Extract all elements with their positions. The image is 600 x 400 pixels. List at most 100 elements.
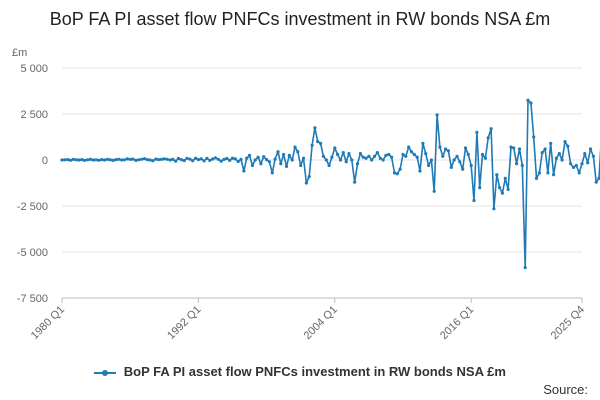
data-point[interactable]	[330, 155, 334, 159]
data-point[interactable]	[310, 143, 314, 147]
data-point[interactable]	[168, 158, 172, 162]
data-point[interactable]	[230, 156, 235, 160]
data-point[interactable]	[219, 159, 223, 163]
data-point[interactable]	[176, 156, 181, 161]
data-point[interactable]	[304, 181, 308, 185]
data-point[interactable]	[392, 171, 397, 175]
data-point[interactable]	[432, 189, 436, 193]
data-point[interactable]	[282, 152, 286, 157]
data-point[interactable]	[108, 158, 112, 162]
data-point[interactable]	[483, 156, 487, 160]
data-point[interactable]	[552, 173, 556, 177]
data-point[interactable]	[191, 159, 195, 163]
data-point[interactable]	[373, 154, 377, 158]
data-point[interactable]	[597, 176, 600, 180]
data-point[interactable]	[515, 162, 519, 166]
data-point[interactable]	[313, 126, 317, 130]
data-point[interactable]	[549, 141, 553, 145]
data-point[interactable]	[273, 157, 277, 161]
data-point[interactable]	[165, 157, 169, 161]
data-point[interactable]	[83, 158, 87, 162]
data-point[interactable]	[517, 147, 522, 151]
data-point[interactable]	[398, 167, 402, 171]
data-point[interactable]	[236, 159, 240, 164]
data-point[interactable]	[466, 152, 470, 157]
data-point[interactable]	[563, 140, 567, 144]
data-point[interactable]	[534, 176, 539, 180]
data-point[interactable]	[418, 169, 422, 173]
data-point[interactable]	[259, 162, 263, 166]
data-point[interactable]	[409, 150, 414, 154]
data-point[interactable]	[588, 147, 593, 151]
data-point[interactable]	[151, 159, 155, 163]
data-point[interactable]	[523, 266, 527, 270]
data-point[interactable]	[182, 159, 186, 163]
data-point[interactable]	[390, 155, 394, 159]
data-point[interactable]	[194, 156, 198, 160]
data-point[interactable]	[472, 198, 476, 203]
data-point[interactable]	[540, 151, 544, 155]
data-point[interactable]	[222, 157, 226, 161]
data-point[interactable]	[270, 171, 274, 175]
data-point[interactable]	[262, 155, 266, 159]
data-point[interactable]	[512, 146, 516, 150]
data-point[interactable]	[120, 158, 124, 162]
data-point[interactable]	[543, 147, 547, 151]
data-point[interactable]	[256, 155, 260, 159]
data-point[interactable]	[415, 155, 419, 159]
data-point[interactable]	[455, 154, 459, 158]
data-point[interactable]	[401, 152, 405, 157]
data-point[interactable]	[569, 162, 573, 166]
data-point[interactable]	[290, 158, 294, 162]
data-point[interactable]	[324, 158, 328, 162]
data-point[interactable]	[296, 150, 300, 154]
data-point[interactable]	[211, 157, 215, 161]
data-point[interactable]	[91, 158, 95, 162]
data-point[interactable]	[350, 158, 354, 162]
data-point[interactable]	[157, 158, 161, 162]
data-point[interactable]	[387, 152, 391, 157]
data-point[interactable]	[427, 163, 431, 168]
data-point[interactable]	[336, 152, 340, 157]
data-point[interactable]	[148, 158, 152, 162]
data-point[interactable]	[463, 146, 468, 150]
data-point[interactable]	[375, 151, 379, 155]
data-point[interactable]	[103, 158, 107, 162]
data-point[interactable]	[159, 157, 164, 161]
data-point[interactable]	[503, 176, 507, 180]
data-point[interactable]	[554, 156, 559, 160]
data-point[interactable]	[574, 163, 578, 168]
data-point[interactable]	[591, 154, 596, 158]
data-point[interactable]	[267, 160, 271, 164]
data-point[interactable]	[174, 159, 178, 163]
data-point[interactable]	[370, 158, 374, 162]
data-point[interactable]	[529, 101, 533, 105]
data-point[interactable]	[188, 157, 192, 161]
data-point[interactable]	[205, 156, 209, 160]
data-point[interactable]	[131, 157, 135, 161]
data-point[interactable]	[546, 171, 550, 175]
data-point[interactable]	[424, 152, 428, 156]
data-point[interactable]	[299, 163, 303, 168]
data-point[interactable]	[341, 151, 345, 155]
data-point[interactable]	[500, 191, 504, 195]
data-point[interactable]	[571, 165, 576, 169]
data-point[interactable]	[74, 158, 78, 162]
data-point[interactable]	[216, 157, 220, 161]
data-point[interactable]	[444, 147, 448, 151]
data-point[interactable]	[114, 158, 118, 162]
data-point[interactable]	[378, 156, 382, 160]
data-point[interactable]	[105, 157, 110, 161]
data-point[interactable]	[171, 157, 175, 161]
data-point[interactable]	[478, 186, 482, 190]
data-point[interactable]	[117, 157, 121, 161]
data-point[interactable]	[122, 158, 127, 162]
data-point[interactable]	[364, 156, 368, 160]
data-point[interactable]	[66, 158, 70, 162]
data-point[interactable]	[557, 152, 561, 156]
data-point[interactable]	[532, 135, 536, 139]
data-point[interactable]	[404, 154, 408, 158]
data-point[interactable]	[358, 152, 362, 156]
data-point[interactable]	[287, 153, 291, 157]
data-point[interactable]	[560, 158, 564, 162]
